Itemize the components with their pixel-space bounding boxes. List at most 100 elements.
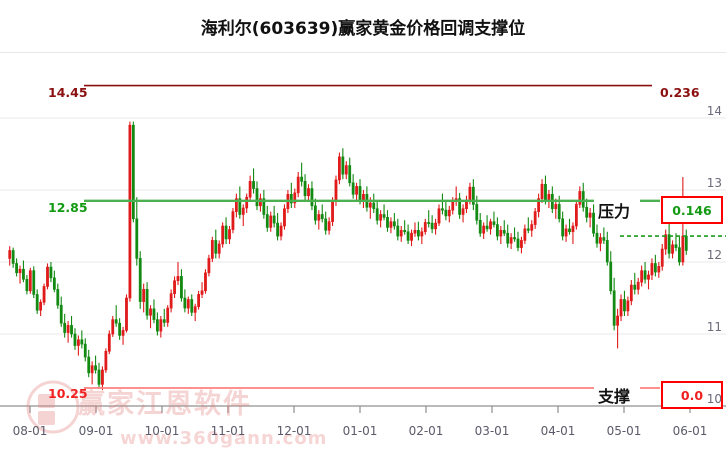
candle-body — [571, 225, 575, 233]
candle-body — [684, 235, 688, 251]
candle-body — [320, 214, 324, 220]
x-tick-03-01: 03-01 — [474, 424, 510, 438]
candle-body — [327, 221, 331, 231]
resistance-name-label: 压力 — [598, 202, 631, 221]
candle-body — [269, 215, 273, 228]
candle-body — [540, 183, 544, 199]
candle-body — [447, 209, 451, 217]
candle-body — [557, 204, 561, 220]
candle-body — [145, 289, 149, 316]
candle-body — [344, 165, 348, 175]
candle-body — [530, 224, 534, 231]
candle-body — [8, 250, 12, 259]
candle-body — [430, 222, 434, 230]
candle-body — [28, 270, 32, 292]
x-tick-02-01: 02-01 — [408, 424, 444, 438]
candle-body — [372, 202, 376, 210]
candle-body — [162, 319, 166, 323]
candle-body — [289, 194, 293, 204]
support-ratio-box[interactable]: 0.0 — [661, 381, 723, 409]
candle-body — [471, 186, 475, 205]
x-tick-09-01: 09-01 — [78, 424, 114, 438]
candle-body — [245, 196, 249, 209]
candle-body — [259, 198, 262, 207]
candle-body — [83, 343, 87, 358]
candle-body — [647, 274, 650, 280]
candle-body — [180, 276, 183, 299]
candle-body — [351, 182, 355, 195]
candle-body — [547, 194, 551, 201]
candle-body — [214, 240, 218, 254]
candle-body — [413, 230, 417, 234]
resistance-mid-price-label: 12.85 — [48, 200, 88, 215]
candle-body — [252, 181, 255, 189]
candle-body — [186, 299, 190, 309]
candle-body — [159, 319, 163, 332]
candle-body — [605, 240, 609, 263]
x-tick-05-01: 05-01 — [606, 424, 642, 438]
y-tick-10: 10 — [706, 392, 722, 406]
candle-body — [111, 319, 115, 335]
candle-body — [475, 204, 479, 221]
x-tick-04-01: 04-01 — [540, 424, 576, 438]
candle-body — [125, 297, 128, 331]
support-price-label: 10.25 — [48, 386, 88, 401]
candle-body — [142, 289, 146, 302]
candle-body — [32, 270, 36, 295]
candle-body — [300, 176, 304, 182]
candle-body — [207, 258, 211, 274]
support-ratio-value: 0.0 — [680, 387, 704, 403]
candle-body — [90, 365, 94, 374]
candle-body — [520, 240, 523, 248]
candle-body — [595, 232, 599, 244]
candle-body — [221, 225, 225, 245]
candle-body — [499, 230, 503, 237]
candle-body — [444, 209, 448, 217]
y-tick-11: 11 — [706, 320, 722, 334]
candle-body — [176, 276, 180, 282]
candle-body — [272, 215, 276, 224]
candle-body — [190, 299, 194, 313]
candle-body — [348, 165, 352, 184]
candle-series — [8, 121, 688, 391]
candle-body — [382, 214, 386, 218]
candle-body — [533, 211, 537, 225]
candle-body — [231, 211, 235, 230]
candle-body — [307, 188, 310, 197]
candle-body — [303, 181, 307, 197]
resistance-ratio-box[interactable]: 0.146 — [661, 196, 723, 224]
candle-body — [650, 263, 654, 276]
candle-body — [241, 207, 245, 215]
candle-body — [523, 228, 527, 241]
candle-body — [660, 248, 664, 267]
y-tick-14: 14 — [706, 104, 722, 118]
candle-body — [324, 218, 328, 231]
candle-body — [200, 290, 204, 295]
candle-body — [296, 176, 300, 194]
candle-body — [640, 270, 644, 283]
candle-body — [441, 208, 444, 211]
candle-body — [681, 235, 685, 263]
candle-body — [94, 365, 97, 371]
candle-body — [56, 289, 60, 306]
candle-body — [664, 234, 668, 250]
candle-body — [11, 250, 15, 264]
candle-body — [609, 261, 613, 292]
candle-body — [434, 222, 437, 230]
candle-body — [423, 222, 427, 233]
candle-body — [406, 231, 410, 241]
candle-body — [478, 219, 482, 234]
candle-body — [66, 325, 70, 333]
page-title: 海利尔(603639)赢家黄金价格回调支撑位 — [200, 19, 526, 39]
candle-body — [310, 188, 314, 207]
candle-body — [293, 192, 297, 204]
candle-body — [46, 266, 49, 287]
candle-body — [39, 302, 43, 311]
candle-body — [410, 232, 413, 241]
candle-body — [537, 198, 541, 212]
candle-body — [592, 212, 595, 234]
candle-body — [399, 230, 403, 237]
candle-body — [59, 304, 63, 324]
candle-body — [149, 308, 152, 316]
